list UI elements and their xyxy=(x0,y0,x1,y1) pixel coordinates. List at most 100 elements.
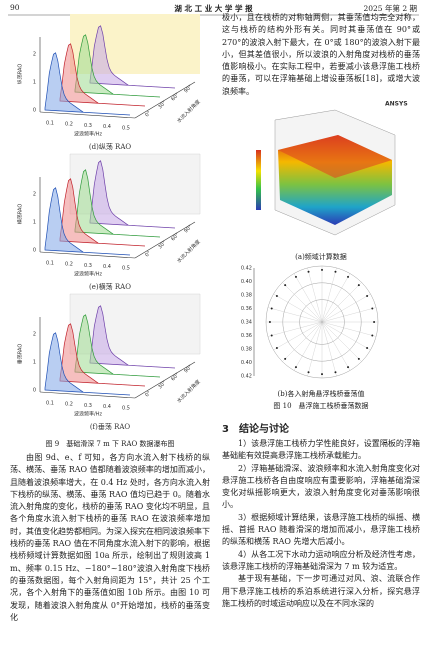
polar-point xyxy=(334,270,337,273)
text-column: 由图 9d、e、f 可知，各方向水流入射下栈桥的纵荡、横荡、垂荡 RAO 值都随… xyxy=(10,452,210,624)
polar-point xyxy=(294,366,297,369)
response-curve xyxy=(74,314,161,378)
section-heading: 3 结论与讨论 xyxy=(222,424,289,435)
text-column: 1）该悬浮施工栈桥力学性能良好，设置隔板的浮箱基础能有效提高悬浮施工栈桥承载能力… xyxy=(222,438,420,648)
journal-title: 湖 北 工 业 大 学 学 报 xyxy=(174,4,253,13)
y-tick-label: 2 xyxy=(33,332,36,338)
x-tick-label: 0.2 xyxy=(65,402,73,408)
x-tick-label: 0.3 xyxy=(84,123,92,129)
polar-spoke xyxy=(321,282,362,323)
polar-spoke xyxy=(321,307,377,323)
response-curve xyxy=(44,52,131,116)
surface-top xyxy=(278,135,392,178)
y-tick-label: 2 xyxy=(33,192,36,198)
polar-spoke xyxy=(321,273,351,323)
page-number: 90 xyxy=(10,3,20,12)
response-curve xyxy=(44,332,131,396)
x-tick-label: 0.4 xyxy=(103,264,111,270)
polar-spoke xyxy=(273,293,323,323)
z-tick-label: 30° xyxy=(157,380,168,391)
z-tick-label: 30° xyxy=(157,240,168,251)
z-tick-label: 60° xyxy=(170,92,181,103)
z-axis xyxy=(134,221,196,259)
polar-spoke xyxy=(267,307,323,323)
paragraph: 由图 9d、e、f 可知，各方向水流入射下栈桥的纵荡、横荡、垂荡 RAO 值都随… xyxy=(10,453,210,622)
z-tick-label: 90° xyxy=(183,364,194,375)
subfigure-caption: (a)频域计算数据 xyxy=(295,253,347,261)
polar-point xyxy=(275,294,278,297)
z-tick-label: 90° xyxy=(183,84,194,95)
radial-tick-label: 0.38 xyxy=(241,347,252,353)
polar-point xyxy=(373,321,376,323)
radial-tick-label: 0.34 xyxy=(241,320,252,326)
z-tick-label: 60° xyxy=(170,232,181,243)
figure-caption: 图 10 悬浮施工栈桥垂荡数据 xyxy=(273,402,369,410)
surface-plot: ANSYS xyxy=(256,101,408,236)
z-axis-label: 水流入射角度 xyxy=(176,98,202,124)
radial-tick-label: 0.38 xyxy=(241,293,252,299)
polar-point xyxy=(371,334,374,337)
polar-point xyxy=(268,321,271,323)
polar-spoke xyxy=(282,282,323,323)
polar-point xyxy=(284,357,287,360)
subfigure-caption: (b)各入射角悬浮栈桥垂荡值 xyxy=(277,390,365,398)
x-tick-label: 0.5 xyxy=(122,405,130,411)
polar-point xyxy=(284,284,287,287)
y-tick-label: 0 xyxy=(33,248,36,254)
y-tick-label: 0 xyxy=(33,388,36,394)
x-tick-label: 0.3 xyxy=(84,263,92,269)
z-axis-label: 水流入射角度 xyxy=(176,378,202,404)
polar-point xyxy=(366,347,369,350)
polar-point xyxy=(334,371,337,374)
polar-point xyxy=(307,371,310,374)
polar-spoke xyxy=(307,321,323,377)
y-axis-label: 垂荡RAO xyxy=(17,344,24,365)
x-tick-label: 0.4 xyxy=(103,124,111,130)
waterfall-panel: 0 1 2 0.1 0.2 0.3 0.4 0.5 0° 30°60°90° 水流入射角度 横荡RAO… xyxy=(17,153,202,291)
y-axis-label: 横荡RAO xyxy=(17,204,24,225)
x-tick-label: 0.1 xyxy=(46,401,54,407)
response-curve xyxy=(89,160,176,229)
polar-spoke xyxy=(321,267,337,323)
x-axis-label: 波浪频率/Hz xyxy=(74,271,102,278)
z-tick-label: 90° xyxy=(183,224,194,235)
radial-tick-label: 0.40 xyxy=(241,279,252,285)
y-tick-label: 1 xyxy=(33,360,36,366)
polar-point xyxy=(357,284,360,287)
conclusion-item: 3）根据频域计算结果，该悬浮施工栈桥的纵摇、横摇、首摇 RAO 随着滑深的增加而… xyxy=(222,512,420,547)
x-axis-label: 波浪频率/Hz xyxy=(74,131,102,138)
z-tick-label: 0° xyxy=(144,250,153,259)
response-curve xyxy=(59,43,146,107)
polar-point xyxy=(270,307,273,310)
text-column: 极小，且在栈桥的对称轴两侧，其垂荡值均完全对称，这与栈桥的结构外形有关。同时其垂… xyxy=(222,12,420,98)
response-curve xyxy=(74,169,161,238)
y-tick-label: 1 xyxy=(33,80,36,86)
polar-spoke xyxy=(282,321,323,362)
polar-spoke xyxy=(293,273,323,323)
subfigure-caption: (e)横荡 RAO xyxy=(89,282,131,291)
z-axis xyxy=(134,81,196,119)
paragraph: 极小，且在栈桥的对称轴两侧，其垂荡值均完全对称，这与栈桥的结构外形有关。同时其垂… xyxy=(222,13,420,96)
polar-spoke xyxy=(293,321,323,371)
polar-point xyxy=(371,307,374,310)
x-tick-label: 0.4 xyxy=(103,404,111,410)
conclusion-item: 1）该悬浮施工栈桥力学性能良好，设置隔板的浮箱基础能有效提高悬浮施工栈桥承载能力… xyxy=(222,439,420,461)
x-axis-label: 波浪频率/Hz xyxy=(74,411,102,418)
y-tick-label: 1 xyxy=(33,220,36,226)
z-tick-label: 30° xyxy=(157,100,168,111)
polar-spoke xyxy=(273,321,323,351)
z-tick-label: 0° xyxy=(144,110,153,119)
response-curve xyxy=(44,187,131,256)
polar-point xyxy=(347,275,350,278)
x-tick-label: 0.2 xyxy=(65,122,73,128)
radial-tick-label: 0.36 xyxy=(241,333,252,339)
radial-tick-label: 0.40 xyxy=(241,360,252,366)
polar-spoke xyxy=(321,321,371,351)
radial-tick-label: 0.42 xyxy=(241,266,252,272)
x-axis xyxy=(39,111,136,119)
polar-spoke xyxy=(321,321,377,337)
response-curve xyxy=(59,323,146,387)
y-axis-label: 纵荡RAO xyxy=(17,64,24,85)
waterfall-panel: 0 1 2 0.1 0.2 0.3 0.4 0.5 0° 30°60°90° 水流入射角度 垂荡RAO… xyxy=(17,293,202,431)
y-tick-label: 0 xyxy=(33,108,36,114)
